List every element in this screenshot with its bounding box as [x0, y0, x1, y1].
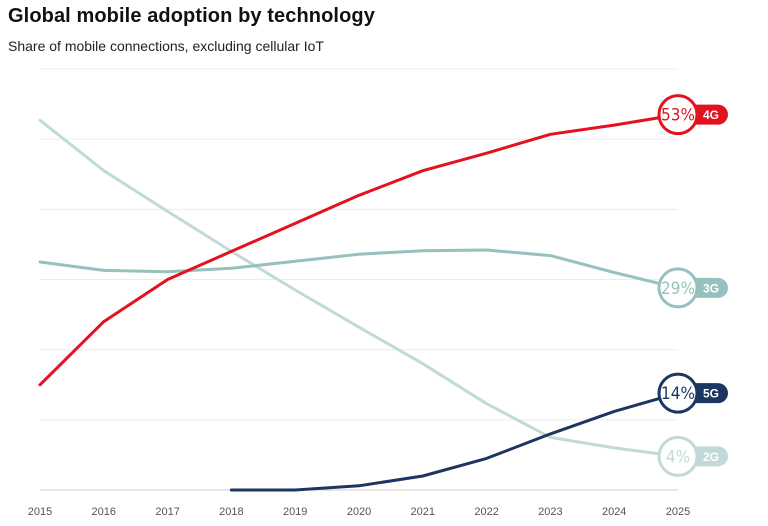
value-label: 53% [661, 106, 695, 126]
series-lines [38, 113, 680, 492]
value-circle [657, 94, 699, 136]
x-tick-label: 2025 [666, 506, 690, 518]
end-badge-3g: 29% 3G [657, 267, 728, 309]
series-name-label: 2G [703, 450, 719, 464]
value-label: 14% [661, 384, 695, 404]
x-tick-label: 2024 [602, 506, 626, 518]
x-tick-label: 2023 [538, 506, 562, 518]
series-line-4g [38, 113, 680, 387]
end-badge-2g: 4% 2G [657, 435, 728, 477]
series-line-2g [38, 118, 680, 458]
end-badge-5g: 14% 5G [657, 372, 728, 414]
x-tick-label: 2019 [283, 506, 307, 518]
value-label: 4% [666, 447, 690, 467]
x-tick-label: 2017 [155, 506, 179, 518]
x-tick-label: 2022 [474, 506, 498, 518]
gridlines [40, 68, 678, 491]
end-badge-4g: 53% 4G [657, 94, 728, 136]
x-axis: 2015 2016 2017 2018 2019 2020 2021 2022 2023 2024… [28, 506, 690, 518]
series-name-label: 5G [703, 387, 719, 401]
series-name-label: 3G [703, 281, 719, 295]
series-line-3g [38, 248, 680, 290]
value-circle [657, 435, 699, 477]
x-tick-label: 2021 [411, 506, 435, 518]
x-tick-label: 2015 [28, 506, 52, 518]
value-label: 29% [661, 279, 695, 299]
end-labels: 53% 4G 29% 3G 4% 2G 14% 5G [657, 94, 728, 477]
series-line-5g [229, 391, 680, 492]
x-tick-label: 2016 [92, 506, 116, 518]
value-circle [657, 267, 699, 309]
chart-title: Global mobile adoption by technology [8, 5, 375, 27]
value-circle [657, 372, 699, 414]
series-name-label: 4G [703, 108, 719, 122]
x-tick-label: 2018 [219, 506, 243, 518]
x-tick-label: 2020 [347, 506, 371, 518]
chart-subtitle: Share of mobile connections, excluding c… [8, 38, 324, 54]
